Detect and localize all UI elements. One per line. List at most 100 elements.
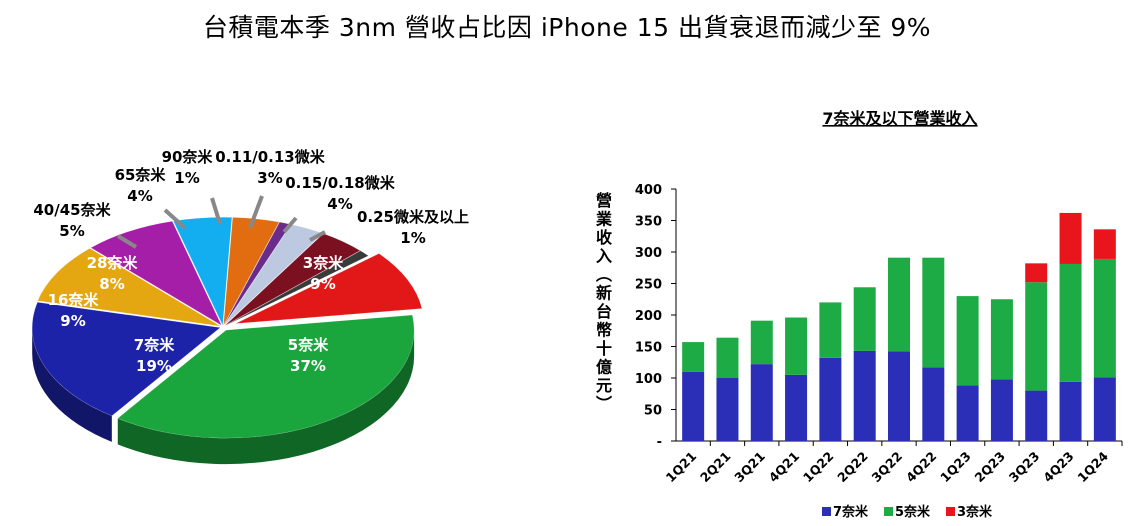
pie-label-percent: 1% [400, 229, 425, 247]
bar-y-tick-label: 400 [635, 183, 662, 198]
bar-segment-1 [716, 337, 739, 378]
bar-segment-1 [922, 257, 945, 368]
pie-label-percent: 37% [290, 357, 326, 375]
bar-x-tick-label: 3Q23 [1006, 449, 1043, 486]
pie-label-name: 5奈米 [288, 336, 329, 354]
legend-label-1: 5奈米 [895, 504, 931, 520]
pie-slice-3 [90, 220, 223, 327]
bar-segment-1 [888, 257, 910, 352]
bar-segment-0 [1059, 381, 1082, 441]
bar-y-axis-label: 營業收入︵新台幣十億元︶ [595, 191, 613, 414]
bar-x-tick-label: 4Q23 [1040, 449, 1077, 486]
pie-leader-line [163, 208, 187, 230]
legend-swatch-0 [822, 507, 831, 516]
legend-swatch-1 [884, 507, 893, 516]
bar-x-tick-label: 4Q22 [903, 449, 940, 486]
pie-label-name: 65奈米 [115, 166, 167, 184]
pie-slice-5 [223, 217, 280, 326]
pie-leader-line [116, 234, 138, 249]
legend-label-2: 3奈米 [957, 504, 993, 520]
pie-label-percent: 9% [60, 312, 85, 330]
bar-y-tick-label: 350 [635, 215, 662, 230]
bar-segment-1 [750, 320, 773, 365]
pie-label-percent: 4% [127, 187, 152, 205]
bar-segment-1 [1059, 263, 1082, 382]
bar-x-tick-label: 1Q21 [663, 449, 700, 486]
bar-segment-1 [956, 296, 979, 386]
pie-side-1 [32, 327, 112, 442]
bar-x-tick-label: 2Q21 [697, 449, 734, 486]
bar-segment-1 [853, 287, 876, 351]
bar-segment-0 [956, 385, 979, 441]
bar-chart-title: 7奈米及以下營業收入 [822, 109, 977, 128]
pie-label-name: 28奈米 [87, 254, 139, 272]
bar-x-tick-label: 4Q21 [766, 449, 803, 486]
legend-label-0: 7奈米 [833, 504, 869, 520]
bar-y-tick-label: 250 [635, 278, 662, 293]
pie-label-name: 0.15/0.18微米 [285, 174, 395, 192]
bar-segment-0 [750, 364, 773, 441]
bar-segment-2 [1059, 212, 1082, 264]
bar-segment-2 [1093, 229, 1116, 259]
bar-x-tick-label: 1Q22 [800, 449, 837, 486]
pie-label-name: 3奈米 [303, 254, 344, 272]
pie-label-name: 90奈米 [162, 148, 214, 166]
pie-label-percent: 4% [327, 195, 352, 213]
pie-leader-line [248, 195, 264, 229]
legend-swatch-2 [946, 507, 955, 516]
bar-x-tick-label: 3Q21 [731, 449, 768, 486]
pie-label-percent: 8% [99, 275, 124, 293]
bar-x-tick-label: 2Q23 [971, 449, 1008, 486]
pie-label-name: 7奈米 [134, 336, 175, 354]
bar-segment-0 [922, 367, 945, 441]
bar-segment-1 [1025, 282, 1048, 391]
bar-y-tick-label: 300 [635, 246, 662, 261]
bar-y-tick-label: 100 [635, 372, 662, 387]
bar-segment-0 [888, 351, 910, 441]
pie-label-percent: 9% [310, 275, 335, 293]
pie-leader-line [309, 230, 326, 242]
pie-slice-4 [172, 216, 233, 327]
pie-label-name: 16奈米 [48, 291, 100, 309]
bar-y-tick-label: 150 [635, 341, 662, 356]
pie-label-percent: 1% [174, 169, 199, 187]
bar-segment-0 [1025, 390, 1048, 441]
bar-segment-0 [990, 379, 1013, 441]
bar-segment-1 [990, 299, 1013, 380]
bar-x-tick-label: 2Q22 [834, 449, 871, 486]
bar-segment-0 [819, 357, 842, 441]
bar-segment-0 [716, 378, 739, 441]
pie-label-name: 40/45奈米 [33, 201, 111, 219]
pie-side-0 [117, 330, 415, 465]
bar-x-tick-label: 1Q23 [937, 449, 974, 486]
pie-slice-10 [235, 253, 423, 324]
pie-leader-line [282, 216, 298, 234]
pie-slice-1 [31, 301, 221, 417]
bar-segment-0 [1093, 377, 1116, 441]
pie-label-percent: 5% [59, 222, 84, 240]
pie-leader-line [210, 197, 222, 225]
bar-segment-1 [819, 302, 842, 358]
bar-segment-0 [785, 374, 808, 441]
pie-slice-2 [37, 248, 221, 327]
page-title: 台積電本季 3nm 營收占比因 iPhone 15 出貨衰退而減少至 9% [202, 13, 932, 42]
pie-label-percent: 19% [136, 357, 172, 375]
pie-slice-9 [225, 250, 369, 327]
bar-segment-0 [682, 371, 705, 441]
pie-label-percent: 3% [257, 169, 282, 187]
bar-segment-1 [1093, 258, 1116, 378]
pie-label-name: 0.25微米及以上 [357, 208, 469, 226]
bar-x-tick-label: 1Q24 [1074, 448, 1111, 485]
bar-segment-1 [682, 342, 705, 372]
bar-y-tick-label: 50 [644, 404, 662, 419]
pie-slice-0 [117, 314, 415, 439]
bar-segment-1 [785, 317, 808, 375]
bar-y-tick-label: 200 [635, 309, 662, 324]
bar-segment-2 [1025, 263, 1048, 283]
bar-segment-0 [853, 350, 876, 441]
pie-label-name: 0.11/0.13微米 [215, 148, 325, 166]
bar-x-tick-label: 3Q22 [869, 449, 906, 486]
bar-y-tick-label: - [657, 435, 662, 450]
